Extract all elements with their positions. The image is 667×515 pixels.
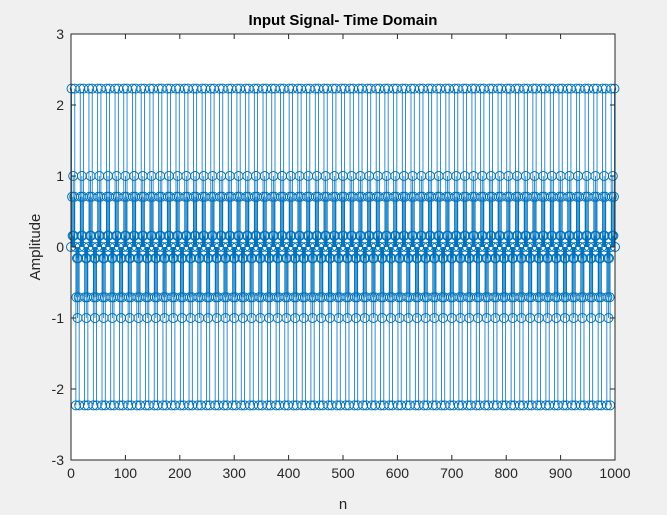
stems-layer: [71, 88, 615, 406]
y-ticks: -3 -2 -1 0 1 2 3: [52, 26, 615, 468]
stem-marker: [601, 400, 612, 411]
x-tick-label: 500: [331, 465, 355, 481]
y-tick-label: 3: [56, 26, 64, 42]
x-tick-label: 900: [549, 465, 573, 481]
stem-marker: [608, 230, 619, 241]
y-tick-label: 1: [56, 168, 64, 184]
y-axis-label: Amplitude: [27, 214, 44, 281]
x-ticks: 0 100 200 300 400 500 600 700 800 900 1000: [67, 34, 631, 481]
x-tick-label: 1000: [599, 465, 630, 481]
y-tick-label: -1: [52, 310, 65, 326]
x-tick-label: 200: [168, 465, 192, 481]
stem-marker: [606, 83, 617, 94]
chart-title: Input Signal- Time Domain: [249, 12, 438, 29]
x-tick-label: 700: [440, 465, 464, 481]
x-tick-label: 100: [114, 465, 138, 481]
stem-marker: [604, 253, 615, 264]
x-tick-label: 300: [223, 465, 247, 481]
x-tick-label: 800: [495, 465, 519, 481]
markers-layer: [66, 83, 620, 411]
stem-marker: [607, 171, 618, 181]
x-tick-label: 400: [277, 465, 301, 481]
x-tick-label: 600: [386, 465, 410, 481]
x-tick-label: 0: [67, 465, 75, 481]
y-tick-label: 0: [56, 239, 64, 255]
stem-marker: [609, 83, 620, 94]
y-tick-label: -3: [52, 452, 65, 468]
x-axis-label: n: [339, 496, 347, 513]
y-tick-label: -2: [52, 381, 65, 397]
y-tick-label: 2: [56, 97, 64, 113]
stem-marker: [604, 292, 615, 303]
stem-marker: [608, 191, 619, 202]
